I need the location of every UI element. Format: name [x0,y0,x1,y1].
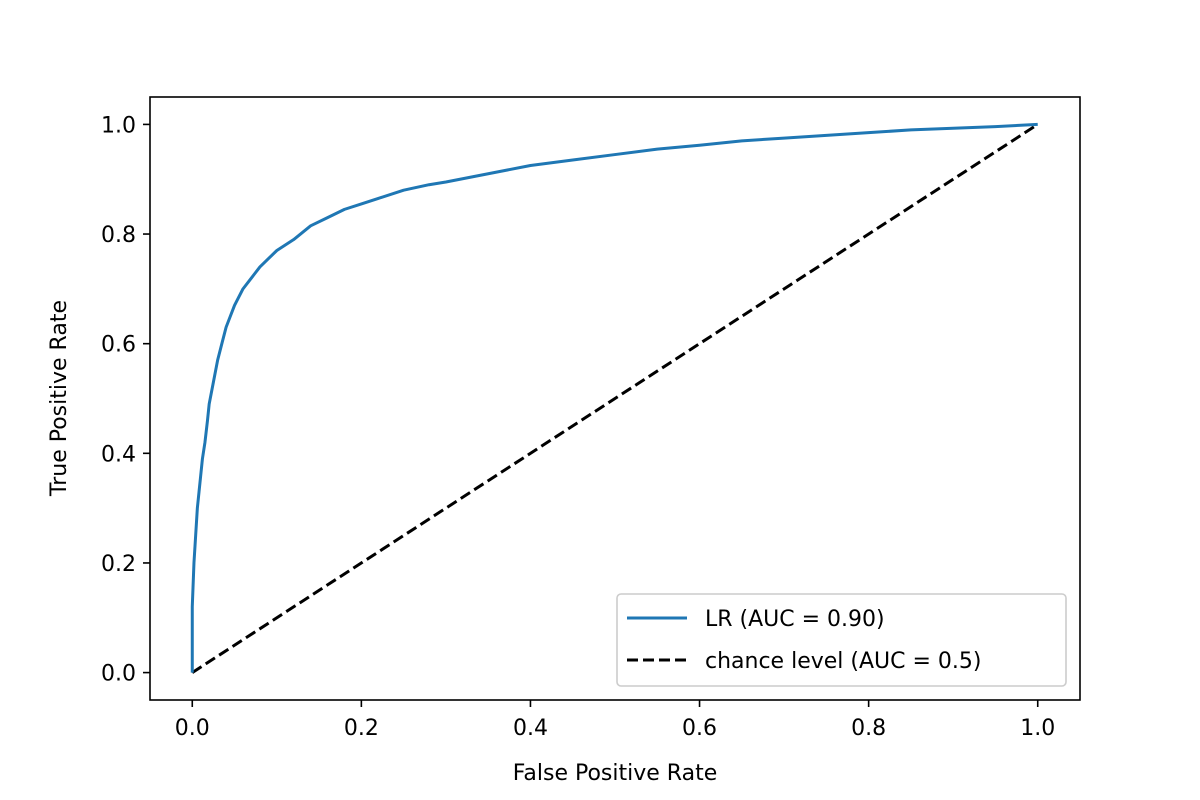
y-axis-label: True Positive Rate [47,300,72,497]
y-tick-label: 0.2 [101,552,136,577]
x-tick-label: 1.0 [1020,716,1055,741]
x-tick-label: 0.2 [344,716,379,741]
x-axis-ticks: 0.0 0.2 0.4 0.6 0.8 1.0 [175,700,1055,741]
y-tick-label: 0.4 [101,442,136,467]
y-tick-label: 1.0 [101,113,136,138]
y-tick-label: 0.6 [101,333,136,358]
x-axis-label: False Positive Rate [513,761,717,786]
x-tick-label: 0.0 [175,716,210,741]
legend: LR (AUC = 0.90) chance level (AUC = 0.5) [616,593,1067,687]
legend-label-lr: LR (AUC = 0.90) [705,607,885,632]
x-tick-label: 0.8 [851,716,886,741]
plot-lines [190,122,1039,674]
x-tick-label: 0.4 [513,716,548,741]
y-tick-label: 0.0 [101,662,136,687]
axes-frame [149,96,1081,701]
legend-box [616,593,1067,687]
y-axis-ticks: 0.0 0.2 0.4 0.6 0.8 1.0 [101,113,150,687]
legend-label-chance: chance level (AUC = 0.5) [705,649,981,674]
x-tick-label: 0.6 [682,716,717,741]
series-line-chance [191,123,1039,674]
series-line-lr [190,122,1038,673]
y-tick-label: 0.8 [101,223,136,248]
